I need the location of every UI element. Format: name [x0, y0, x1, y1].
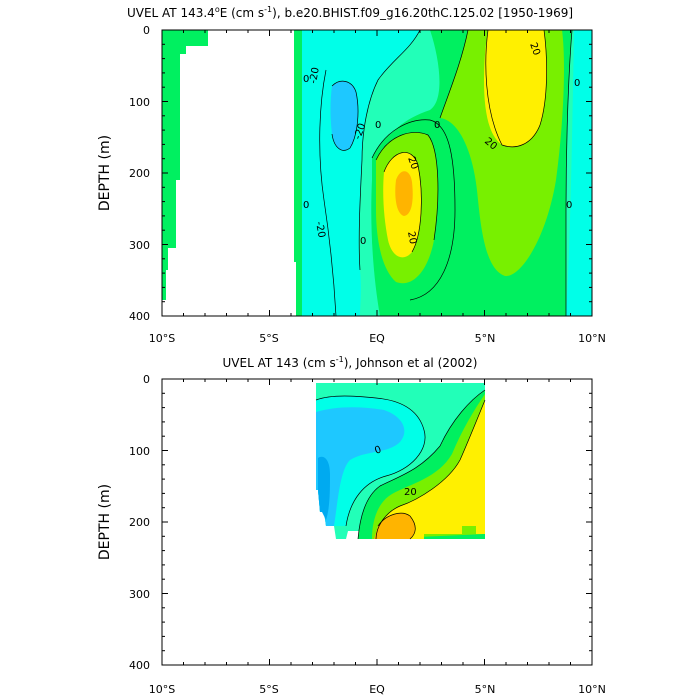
land-mask	[162, 30, 296, 316]
contour-label: 20	[404, 487, 417, 498]
axis-ticks	[161, 378, 593, 666]
field-green-boundary-strip	[294, 30, 302, 316]
contour-lines	[319, 30, 573, 316]
y-tick-label: 100	[129, 445, 150, 458]
model-field	[162, 30, 592, 316]
y-axis-label: DEPTH (m)	[97, 484, 113, 560]
observed-field	[315, 383, 486, 540]
y-tick-label: 200	[129, 167, 150, 180]
y-tick-label: 400	[129, 659, 150, 672]
observed-chart: 0 100 200 300 400 10°S 5°S EQ 5°N 10°N D…	[97, 373, 606, 696]
x-tick-label: 5°N	[475, 683, 496, 696]
y-tick-label: 100	[129, 96, 150, 109]
contour-label: 0	[566, 200, 572, 211]
x-tick-label: 5°S	[259, 683, 278, 696]
obs-contour-lines	[315, 389, 486, 540]
contour-label: 20	[405, 231, 418, 245]
chart-title-observed: UVEL AT 143 (cm s-1), Johnson et al (200…	[222, 355, 478, 370]
model-panel: UVEL AT 143.4oE (cm s-1), b.e20.BHIST.f0…	[97, 5, 606, 345]
contour-label: 0	[373, 444, 383, 457]
contour-label: 0	[574, 78, 580, 89]
y-axis-label: DEPTH (m)	[97, 135, 113, 211]
x-tick-label: 10°N	[578, 332, 606, 345]
chart-title-model: UVEL AT 143.4oE (cm s-1), b.e20.BHIST.f0…	[126, 5, 574, 20]
contour-labels: 0 20	[373, 444, 416, 498]
contour-label: 0	[375, 120, 381, 131]
y-tick-label: 300	[129, 588, 150, 601]
field-green-western-strip	[162, 30, 208, 300]
field-yellow-north	[484, 30, 547, 147]
contour-label: -20	[308, 67, 322, 85]
y-tick-label: 0	[143, 373, 150, 386]
y-tick-label: 300	[129, 239, 150, 252]
y-tick-labels: 0 100 200 300 400	[129, 373, 150, 672]
y-tick-label: 0	[143, 24, 150, 37]
x-tick-label: EQ	[369, 332, 385, 345]
observation-panel: UVEL AT 143 (cm s-1), Johnson et al (200…	[0, 350, 700, 700]
x-tick-label: EQ	[369, 683, 385, 696]
x-tick-labels: 10°S 5°S EQ 5°N 10°N	[149, 332, 606, 345]
x-tick-label: 10°S	[149, 332, 175, 345]
contour-label: 0	[303, 74, 309, 85]
field-cyan-south	[296, 30, 420, 316]
x-tick-label: 10°N	[578, 683, 606, 696]
contour-labels: -20 -20 -20 0 0 0 0 20 20 20 20 0 0 0	[303, 41, 580, 247]
axis-ticks	[161, 29, 593, 317]
contour-label: 0	[360, 236, 366, 247]
field-cyan-eastern-edge	[566, 30, 592, 316]
contour-label: 20	[527, 41, 542, 57]
obs-yellow	[376, 400, 485, 539]
field-blue-core	[330, 81, 358, 151]
x-tick-labels: 10°S 5°S EQ 5°N 10°N	[149, 683, 606, 696]
x-tick-label: 5°N	[475, 332, 496, 345]
x-tick-label: 10°S	[149, 683, 175, 696]
obs-orange	[374, 513, 416, 539]
y-tick-label: 200	[129, 516, 150, 529]
obs-deepblue	[318, 456, 330, 520]
x-tick-label: 5°S	[259, 332, 278, 345]
obs-blue	[316, 407, 405, 526]
y-tick-labels: 0 100 200 300 400	[129, 24, 150, 323]
contour-label: 20	[405, 155, 420, 171]
contour-label: -20	[313, 221, 327, 239]
contour-label: 0	[434, 120, 440, 131]
contour-label: -20	[352, 122, 368, 141]
y-tick-label: 400	[129, 310, 150, 323]
model-chart: 0 100 200 300 400 10°S 5°S EQ 5°N 10°N D…	[97, 24, 606, 345]
contour-label: 0	[303, 200, 309, 211]
field-orange-core	[395, 171, 413, 216]
